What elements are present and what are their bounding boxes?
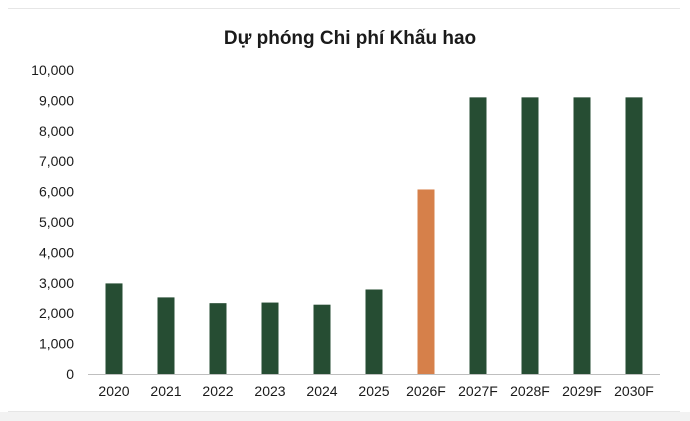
y-tick-label: 8,000 [39,123,74,139]
x-tick-label: 2021 [150,383,181,399]
y-tick-label: 6,000 [39,184,74,200]
x-tick-label: 2023 [254,383,285,399]
bar-2020 [105,283,123,374]
y-tick-label: 4,000 [39,244,74,260]
bar-2021 [157,297,175,374]
x-tick-label: 2027F [458,383,498,399]
bar-2025 [365,289,383,374]
bars [105,97,643,375]
x-tick-label: 2026F [406,383,446,399]
y-tick-label: 5,000 [39,214,74,230]
bar-2023 [261,302,279,374]
bar-2026F [417,189,435,374]
y-tick-label: 10,000 [31,62,74,78]
y-axis: 0 1,000 2,000 3,000 4,000 5,000 6,000 7,000 8,00… [31,62,74,382]
bar-2022 [209,303,227,374]
bar-2027F [469,97,487,375]
y-tick-label: 9,000 [39,92,74,108]
x-tick-label: 2024 [306,383,337,399]
y-tick-label: 7,000 [39,153,74,169]
bar-2029F [573,97,591,375]
x-axis: 2020 2021 2022 2023 2024 2025 2026F 2027F 2028F 2… [98,383,653,399]
x-tick-label: 2025 [358,383,389,399]
bottom-band [0,412,690,421]
x-tick-label: 2029F [562,383,602,399]
y-tick-label: 3,000 [39,275,74,291]
x-tick-label: 2022 [202,383,233,399]
y-tick-label: 2,000 [39,305,74,321]
chart-title: Dự phóng Chi phí Khấu hao [224,28,476,49]
x-tick-label: 2030F [614,383,654,399]
bar-2028F [521,97,539,375]
x-tick-label: 2020 [98,383,129,399]
y-tick-label: 0 [66,366,74,382]
bar-2030F [625,97,643,375]
y-tick-label: 1,000 [39,336,74,352]
bar-2024 [313,304,331,374]
x-tick-label: 2028F [510,383,550,399]
